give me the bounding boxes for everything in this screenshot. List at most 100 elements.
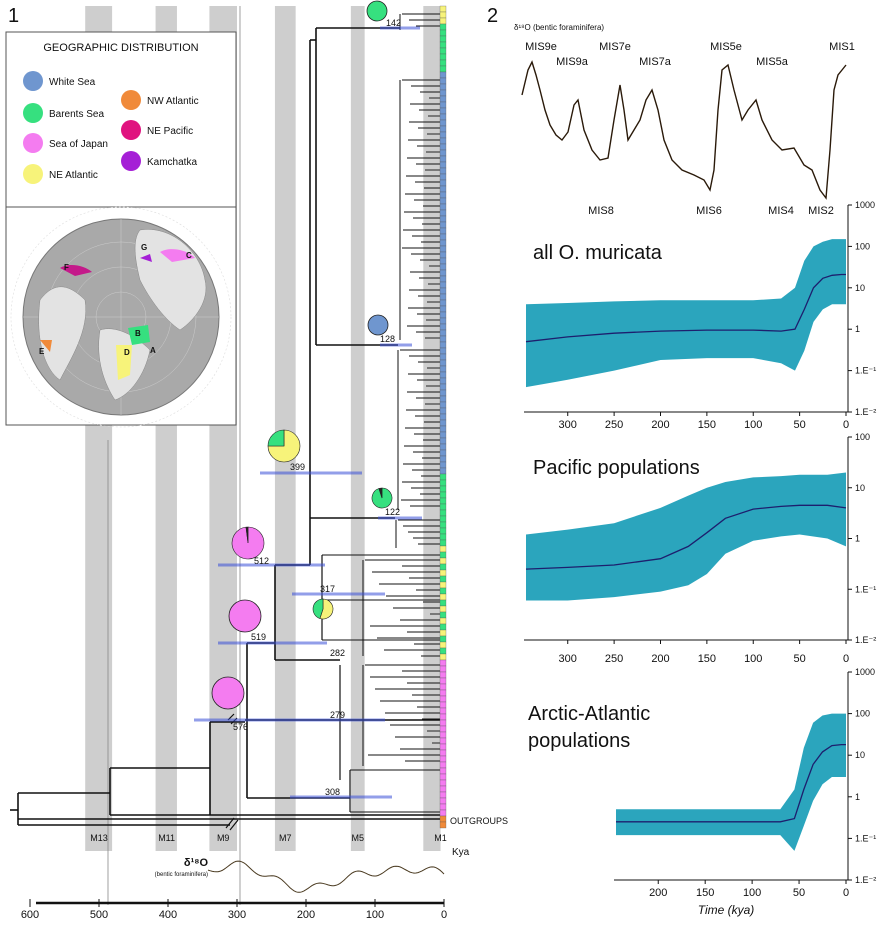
tip-cell (439, 611, 447, 619)
chart-0-ytick-label-1: 100 (855, 241, 870, 251)
tree-axis-label-500: 500 (90, 909, 108, 921)
tip-cell (439, 779, 447, 787)
tip-cell (439, 53, 447, 61)
tip-cell (439, 485, 447, 493)
map-letter-C: C (186, 251, 192, 260)
tree-axis-label-0: 0 (441, 909, 447, 921)
pie-node-576-slice-0 (211, 676, 245, 710)
tip-cell (439, 755, 447, 763)
tree-axis-label-100: 100 (366, 909, 384, 921)
chart-2: 200 150 100 50 0 1000 100 10 1 1.E⁻¹ 1.E⁻² Arctic-A… (528, 667, 876, 917)
tree-time-axis: 600 500 400 300 200 100 0 M13 M11 M9 M7 M5 M1 (21, 833, 447, 921)
tip-cell (439, 791, 447, 799)
tip-cell (439, 671, 447, 679)
pie-node-512-slice-1 (245, 526, 249, 544)
tree-mis-M5: M5 (351, 833, 364, 843)
chart-1-xtick-label-150: 150 (698, 653, 716, 665)
chart-2-ytick-label-2: 10 (855, 750, 865, 760)
tree-axis-label-300: 300 (228, 909, 246, 921)
tip-cell (439, 329, 447, 337)
tip-cell (439, 239, 447, 247)
tip-cell (439, 785, 447, 793)
chart-2-xtick-label-50: 50 (793, 887, 805, 899)
node-age-308: 308 (325, 787, 340, 797)
tip-cell (439, 101, 447, 109)
tip-cell (439, 29, 447, 37)
chart-1-ytick-label-4: 1.E⁻² (855, 635, 876, 645)
pie-node-399-slice-1 (267, 429, 285, 447)
tree-mis-M7: M7 (279, 833, 292, 843)
legend-swatch-1 (23, 103, 43, 123)
tip-cell (439, 503, 447, 511)
arctic-map: AB C D E F G (5, 206, 237, 428)
tip-cell (439, 413, 447, 421)
tree-axis-label-200: 200 (297, 909, 315, 921)
tip-cell (439, 473, 447, 481)
tip-cell (439, 803, 447, 811)
tip-cell (439, 617, 447, 625)
pie-node-128 (367, 314, 389, 336)
map-landmass-americas (38, 286, 87, 381)
tip-cell (439, 251, 447, 259)
chart-0: 300 250 200 150 100 50 0 1000 100 10 1 1.E⁻¹ 1.E⁻² al… (524, 200, 876, 431)
chart-2-median-line (616, 743, 846, 823)
pie-node-142 (366, 0, 388, 22)
pie-node-122-slice-1 (378, 487, 383, 499)
legend-box (5, 31, 237, 208)
tip-cell (439, 107, 447, 115)
tree-axis-label-400: 400 (159, 909, 177, 921)
tip-cell (439, 323, 447, 331)
node-age-519: 519 (251, 632, 266, 642)
tip-cell (439, 587, 447, 595)
tip-cell (439, 203, 447, 211)
tip-cell (439, 725, 447, 733)
node-age-512: 512 (254, 556, 269, 566)
tip-cell (439, 275, 447, 283)
tip-cell (439, 83, 447, 91)
tip-cell (439, 683, 447, 691)
map-letter-B: B (135, 329, 141, 338)
mis-band-5 (423, 6, 441, 851)
tip-cell (439, 557, 447, 565)
legend-label-1: Barents Sea (49, 109, 104, 120)
tip-cell (439, 641, 447, 649)
tip-cell (439, 767, 447, 775)
tip-cell (439, 665, 447, 673)
node-age-576: 576 (233, 722, 248, 732)
tip-cell (439, 509, 447, 517)
tip-cell (439, 419, 447, 427)
map-outer-ring (10, 206, 232, 428)
tip-cell (439, 623, 447, 631)
map-region-nepacific (60, 265, 92, 276)
tip-cell (439, 209, 447, 217)
mis-bottom-MIS8: MIS8 (588, 205, 614, 217)
tip-cell (439, 743, 447, 751)
node-age-122: 122 (385, 507, 400, 517)
tip-cell (439, 497, 447, 505)
tip-cell (439, 695, 447, 703)
tip-cell (439, 581, 447, 589)
chart-1-xtick-label-100: 100 (744, 653, 762, 665)
tip-cell (439, 599, 447, 607)
tip-cell (439, 479, 447, 487)
tip-cell (439, 407, 447, 415)
chart-1-median-line (525, 504, 847, 570)
tip-cell (439, 215, 447, 223)
tip-cell (439, 515, 447, 523)
mis-bottom-MIS4: MIS4 (768, 205, 794, 217)
chart-2-hpd-band (616, 713, 846, 851)
tip-cell (439, 593, 447, 601)
tip-cell (439, 491, 447, 499)
node-age-279: 279 (330, 710, 345, 720)
legend-swatch-2 (23, 133, 43, 153)
chart-2-xtick-label-200: 200 (649, 887, 667, 899)
pie-node-122 (371, 487, 393, 509)
tree-d18o-title: δ¹⁸O (184, 857, 209, 869)
chart-0-xtick-label-200: 200 (651, 419, 669, 431)
chart-2-xtick-label-150: 150 (696, 887, 714, 899)
tip-cell (439, 113, 447, 121)
mis-top-MIS9a: MIS9a (556, 56, 589, 68)
tip-cell (439, 707, 447, 715)
demographic-charts: 300 250 200 150 100 50 010001001011.E⁻¹1.E⁻²al… (524, 200, 876, 917)
